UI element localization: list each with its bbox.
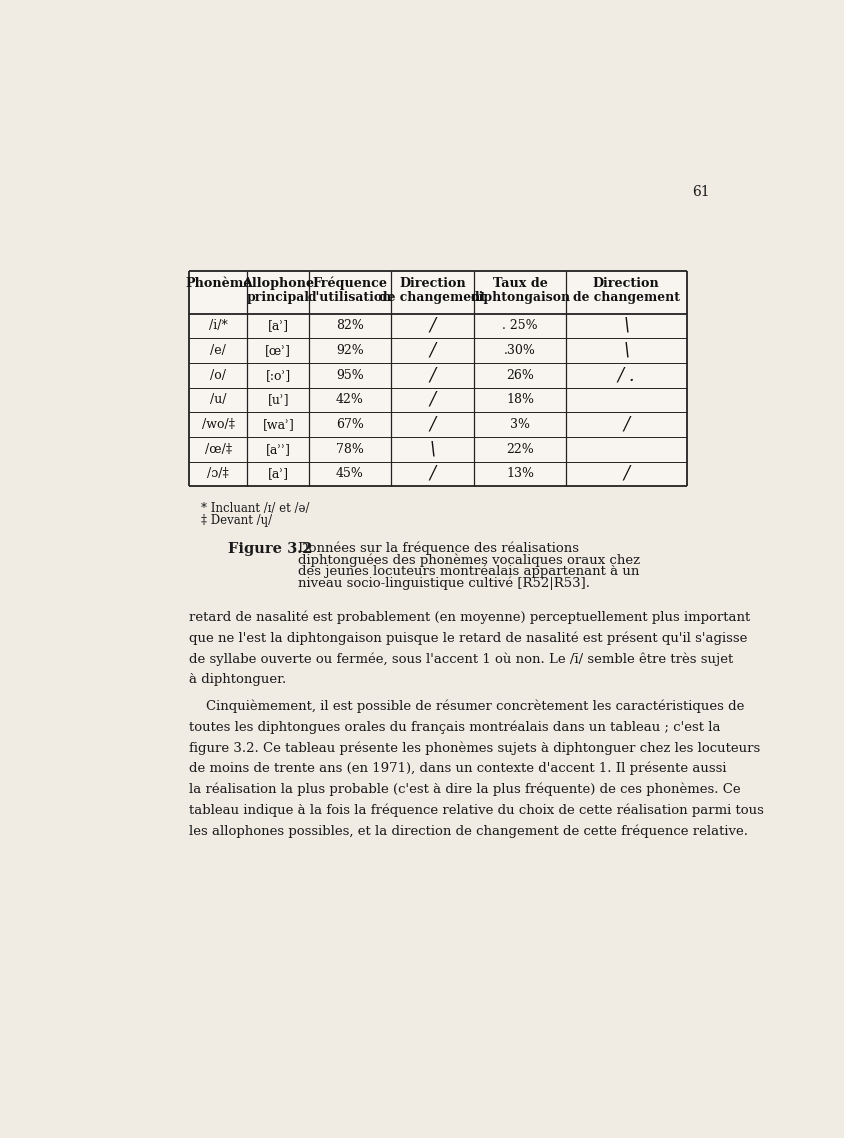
Text: 26%: 26% [506,369,534,381]
Text: /: / [430,341,436,360]
Text: * Incluant /ɪ/ et /ə/: * Incluant /ɪ/ et /ə/ [201,502,309,514]
Text: 67%: 67% [336,418,364,431]
Text: \: \ [430,440,436,459]
Text: Taux de: Taux de [493,278,548,290]
Text: Fréquence: Fréquence [312,277,387,290]
Text: /: / [430,415,436,434]
Text: 82%: 82% [336,320,364,332]
Text: [aʾ]: [aʾ] [268,468,289,480]
Text: les allophones possibles, et la direction de changement de cette fréquence relat: les allophones possibles, et la directio… [189,824,748,838]
Text: de changement: de changement [379,291,486,304]
Text: de moins de trente ans (en 1971), dans un contexte d'accent 1. Il présente aussi: de moins de trente ans (en 1971), dans u… [189,761,727,775]
Text: /o/: /o/ [210,369,226,381]
Text: 3%: 3% [510,418,530,431]
Text: Phonème: Phonème [185,278,252,290]
Text: que ne l'est la diphtongaison puisque le retard de nasalité est présent qu'il s': que ne l'est la diphtongaison puisque le… [189,632,748,645]
Text: ‡ Devant /ɥ/: ‡ Devant /ɥ/ [201,514,272,527]
Text: toutes les diphtongues orales du français montréalais dans un tableau ; c'est la: toutes les diphtongues orales du françai… [189,720,721,734]
Text: figure 3.2. Ce tableau présente les phonèmes sujets à diphtonguer chez les locut: figure 3.2. Ce tableau présente les phon… [189,741,760,754]
Text: Figure 3.2: Figure 3.2 [228,542,312,555]
Text: . 25%: . 25% [502,320,538,332]
Text: la réalisation la plus probable (c'est à dire la plus fréquente) de ces phonèmes: la réalisation la plus probable (c'est à… [189,783,741,797]
Text: / .: / . [618,366,636,385]
Text: 95%: 95% [336,369,364,381]
Text: [aʾʾ]: [aʾʾ] [266,443,291,455]
Text: [uʾ]: [uʾ] [268,394,289,406]
Bar [189,271,687,486]
Text: principal: principal [246,291,310,304]
Text: des jeunes locuteurs montréalais appartenant à un: des jeunes locuteurs montréalais apparte… [298,564,639,578]
Text: Direction: Direction [399,278,466,290]
Text: 42%: 42% [336,394,364,406]
Text: Direction: Direction [593,278,660,290]
Text: de syllabe ouverte ou fermée, sous l'accent 1 où non. Le /ī/ semble être très su: de syllabe ouverte ou fermée, sous l'acc… [189,652,733,666]
Text: /: / [430,366,436,385]
Text: Allophone: Allophone [242,278,314,290]
Text: /: / [623,415,630,434]
Text: 78%: 78% [336,443,364,455]
Text: 22%: 22% [506,443,534,455]
Text: \: \ [623,318,630,335]
Text: [waʾ]: [waʾ] [262,418,295,431]
Text: d'utilisation: d'utilisation [308,291,392,304]
Text: niveau socio-linguistique cultivé [R52|R53].: niveau socio-linguistique cultivé [R52|R… [298,576,590,589]
Text: /ɔ/‡: /ɔ/‡ [208,468,229,480]
Text: /i/*: /i/* [208,320,228,332]
Text: /e/: /e/ [210,344,226,357]
Text: /: / [623,464,630,483]
Text: Données sur la fréquence des réalisations: Données sur la fréquence des réalisation… [298,542,579,555]
Text: /: / [430,464,436,483]
Text: /: / [430,390,436,409]
Text: diphtongaison: diphtongaison [470,291,571,304]
Text: [œʾ]: [œʾ] [265,344,291,357]
Text: [aʾ]: [aʾ] [268,320,289,332]
Text: tableau indique à la fois la fréquence relative du choix de cette réalisation pa: tableau indique à la fois la fréquence r… [189,803,764,817]
Text: diphtonguées des phonèmes vocaliques oraux chez: diphtonguées des phonèmes vocaliques ora… [298,553,640,567]
Text: Cinquièmement, il est possible de résumer concrètement les caractéristiques de: Cinquièmement, il est possible de résume… [189,700,744,712]
Text: /œ/‡: /œ/‡ [205,443,232,455]
Text: /: / [430,318,436,335]
Text: 18%: 18% [506,394,534,406]
Text: /wo/‡: /wo/‡ [202,418,235,431]
Text: \: \ [623,341,630,360]
Text: /u/: /u/ [210,394,226,406]
Text: [:oʾ]: [:oʾ] [266,369,291,381]
Text: 61: 61 [692,185,710,199]
Text: retard de nasalité est probablement (en moyenne) perceptuellement plus important: retard de nasalité est probablement (en … [189,611,750,625]
Text: .30%: .30% [504,344,536,357]
Text: à diphtonguer.: à diphtonguer. [189,674,286,686]
Text: 92%: 92% [336,344,364,357]
Text: de changement: de changement [573,291,679,304]
Text: 45%: 45% [336,468,364,480]
Text: 13%: 13% [506,468,534,480]
